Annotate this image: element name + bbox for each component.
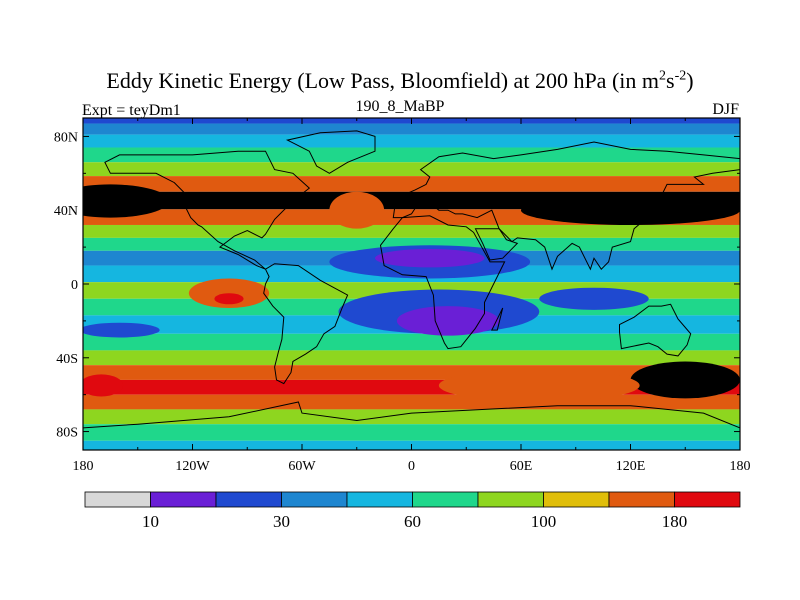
period-label: 190_8_MaBP [355, 98, 445, 115]
field-feature [630, 361, 740, 399]
field-feature [329, 191, 385, 229]
field-band [83, 350, 740, 366]
coastline-eurasia [392, 141, 740, 271]
title-superscript-2: 2 [659, 68, 666, 84]
field-feature [375, 248, 485, 268]
x-tick-label: 60E [510, 459, 533, 474]
title-text: Eddy Kinetic Energy (Low Pass, Bloomfiel… [106, 68, 659, 93]
field-band [83, 424, 740, 441]
field-feature [539, 287, 649, 310]
field-band [83, 409, 740, 425]
colorbar-swatch [150, 491, 217, 508]
field-feature [438, 368, 640, 403]
colorbar-label: 60 [404, 512, 421, 531]
colorbar-swatch [346, 491, 413, 508]
coastline-antarctica [83, 401, 740, 450]
x-axis: 180 120W 60W 0 60E 120E 180 [73, 118, 751, 474]
coastline-australia [619, 303, 692, 357]
x-tick-label: 120W [175, 459, 210, 474]
x-tick-label: 120E [616, 459, 646, 474]
field-band [83, 224, 740, 238]
y-tick-label: 40N [54, 204, 78, 219]
colorbar-swatch [412, 491, 479, 508]
field-band [83, 333, 740, 351]
y-tick-label: 40S [56, 352, 78, 367]
coastline-greenland [285, 130, 376, 174]
y-tick-label: 80S [56, 426, 78, 441]
field-feature [188, 278, 270, 308]
field-feature [83, 322, 160, 338]
coastline-north-america [104, 150, 311, 270]
field-band [83, 176, 740, 192]
field-band [83, 162, 740, 177]
contour-field [83, 118, 740, 450]
season-label: DJF [712, 101, 739, 118]
y-axis: 80N 40N 0 40S 80S [54, 130, 740, 441]
colorbar: 10 30 60 100 180 [84, 491, 741, 531]
x-tick-label: 0 [408, 459, 415, 474]
colorbar-swatch [674, 491, 741, 508]
colorbar-swatch [281, 491, 348, 508]
field-band [83, 237, 740, 251]
colorbar-swatch [84, 491, 151, 508]
colorbar-swatch [477, 491, 544, 508]
y-tick-label: 80N [54, 130, 78, 145]
field-feature [396, 306, 500, 336]
experiment-label: Expt = teyDm1 [82, 102, 181, 119]
title-superscript-minus-2: -2 [674, 68, 687, 84]
continent-outlines [83, 130, 740, 450]
field-band [83, 134, 740, 148]
x-tick-label: 180 [73, 459, 94, 474]
colorbar-swatch [543, 491, 610, 508]
colorbar-label: 10 [142, 512, 159, 531]
field-band [83, 123, 740, 135]
colorbar-label: 180 [662, 512, 688, 531]
colorbar-label: 30 [273, 512, 290, 531]
x-tick-label: 180 [730, 459, 751, 474]
plot-title: Eddy Kinetic Energy (Low Pass, Bloomfiel… [0, 68, 800, 94]
coastline-africa [379, 215, 506, 350]
colorbar-label: 100 [531, 512, 557, 531]
coastline-madagascar [490, 307, 504, 331]
title-close-paren: ) [686, 68, 694, 93]
title-unit-s: s [666, 68, 675, 93]
y-tick-label: 0 [71, 278, 78, 293]
x-tick-label: 60W [288, 459, 316, 474]
coastline-south-america [263, 263, 349, 385]
field-feature [83, 184, 169, 218]
field-feature [521, 195, 740, 225]
coastline-arabia [474, 228, 519, 261]
colorbar-swatch [608, 491, 675, 508]
field-feature [214, 293, 244, 305]
colorbar-swatch [215, 491, 282, 508]
field-feature [83, 374, 124, 397]
